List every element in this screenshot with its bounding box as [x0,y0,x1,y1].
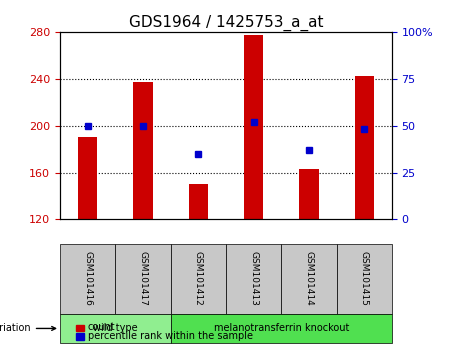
Bar [299,169,319,219]
Text: GSM101414: GSM101414 [304,251,313,306]
Text: GSM101415: GSM101415 [360,251,369,306]
Bar [244,35,263,219]
Text: GSM101417: GSM101417 [138,251,148,306]
Title: GDS1964 / 1425753_a_at: GDS1964 / 1425753_a_at [129,14,323,30]
Text: GSM101413: GSM101413 [249,251,258,306]
Bar [171,244,226,314]
Bar [226,244,281,314]
Text: GSM101412: GSM101412 [194,251,203,306]
Bar [60,244,115,314]
Text: melanotransferrin knockout: melanotransferrin knockout [213,324,349,333]
Bar [133,82,153,219]
Bar [60,314,171,343]
Text: GSM101416: GSM101416 [83,251,92,306]
Bar [78,137,97,219]
Bar [115,244,171,314]
Bar [337,244,392,314]
Bar [171,314,392,343]
Bar [281,244,337,314]
Bar [189,184,208,219]
Bar [355,76,374,219]
Text: percentile rank within the sample: percentile rank within the sample [88,331,253,341]
Text: genotype/variation: genotype/variation [0,324,56,333]
Text: wild type: wild type [93,324,137,333]
Text: count: count [88,322,115,332]
